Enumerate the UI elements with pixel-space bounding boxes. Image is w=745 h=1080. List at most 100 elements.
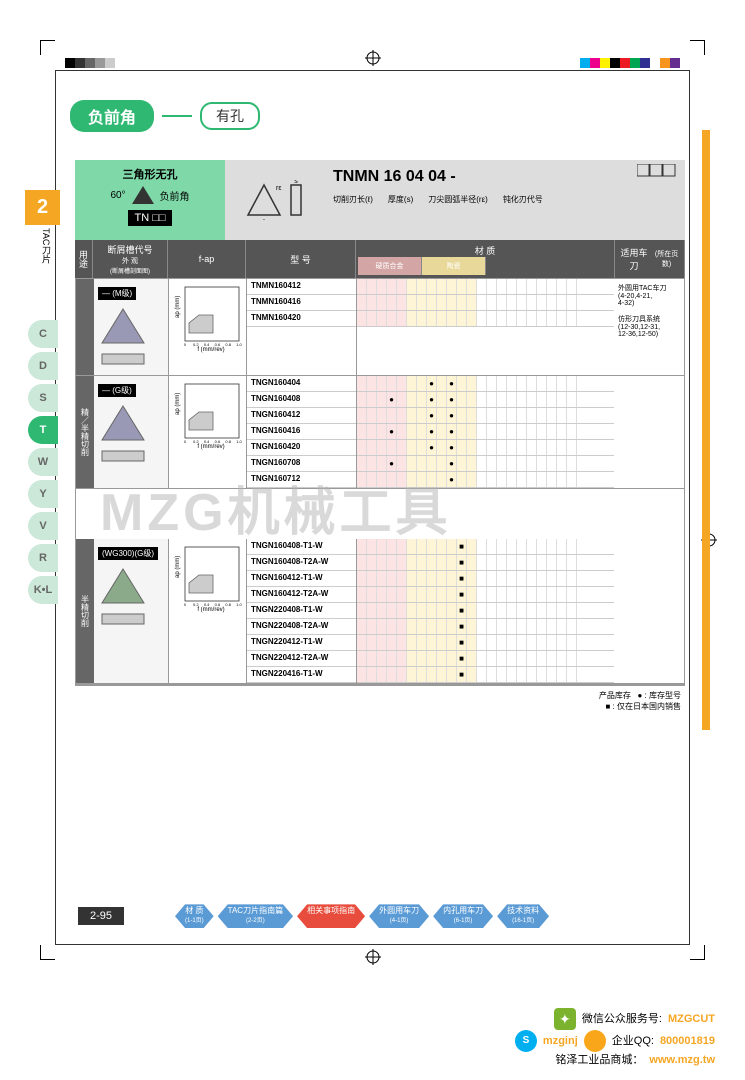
code-boxes-icon: [637, 164, 677, 178]
side-tab-k•l[interactable]: K•L: [28, 576, 58, 604]
nav-arrow[interactable]: 技术资料(16-1页): [497, 904, 549, 928]
th-material: 材 质 硬质合金陶瓷: [356, 240, 615, 278]
section-models: TNGN160408-T1-WTNGN160408-T2A-WTNGN16041…: [247, 539, 357, 683]
header-category: 负前角: [70, 100, 154, 132]
table-header: 用途 断屑槽代号 外 观 (断屑槽剖面图) f-ap 型 号 材 质 硬质合金陶…: [75, 240, 685, 278]
qq-label: 企业QQ:: [612, 1033, 654, 1051]
side-tabs: CDSTWYVR K•L: [28, 320, 58, 604]
side-tab-s[interactable]: S: [28, 384, 58, 412]
svg-text:1.0: 1.0: [236, 439, 242, 444]
color-bar-right: [580, 58, 680, 68]
nav-arrow[interactable]: 内孔用车刀(6-1页): [433, 904, 493, 928]
svg-text:0.2: 0.2: [193, 602, 199, 607]
wechat-label: 微信公众服务号:: [582, 1011, 662, 1029]
insert-shape-icon: [98, 402, 148, 444]
page-header: 负前角 有孔: [70, 100, 260, 132]
section-models: TNMN160412TNMN160416TNMN160420: [247, 279, 357, 375]
skype-id: mzginj: [543, 1033, 578, 1051]
fap-chart: ap (mm) f (mm/rev) 00.20.40.60.81.0: [173, 283, 243, 353]
table-section: 精／半精切削— (G级) ap (mm) f (mm/rev) 00.20.40…: [76, 376, 684, 489]
section-tool: [614, 376, 684, 488]
model-row: TNGN220408-T1-W: [247, 603, 356, 619]
skype-icon: S: [515, 1030, 537, 1052]
shape-title: 三角形无孔: [81, 166, 219, 182]
svg-text:ap (mm): ap (mm): [175, 296, 181, 318]
th-fap: f-ap: [168, 240, 246, 278]
side-tab-r[interactable]: R: [28, 544, 58, 572]
insert-shape-icon: [98, 565, 148, 607]
side-tab-t[interactable]: T: [28, 416, 58, 444]
svg-text:rε: rε: [276, 185, 281, 192]
svg-text:0.6: 0.6: [215, 342, 221, 347]
model-row: TNMN160412: [247, 279, 356, 295]
section-tool: 外圆用TAC车刀 (4-20,4-21, 4-32) 仿形刀具系统 (12-30…: [614, 279, 684, 375]
model-row: TNMN160420: [247, 311, 356, 327]
section-fap: ap (mm) f (mm/rev) 00.20.40.60.81.0: [169, 376, 247, 488]
th-tool: 适用车刀 (所在页数): [615, 240, 685, 278]
tac-label: TAC刀片: [40, 228, 53, 263]
model-row: TNGN220408-T2A-W: [247, 619, 356, 635]
svg-text:0.6: 0.6: [215, 439, 221, 444]
svg-text:s: s: [294, 180, 298, 185]
section-use: 精／半精切削: [76, 376, 94, 488]
header-subcategory: 有孔: [200, 102, 260, 130]
side-tab-d[interactable]: D: [28, 352, 58, 380]
model-row: TNGN160708: [247, 456, 356, 472]
section-use: [76, 279, 94, 375]
model-row: TNGN160712: [247, 472, 356, 488]
insert-side-icon: [98, 352, 148, 366]
triangle-icon: [130, 184, 156, 206]
section-models: TNGN160404TNGN160408TNGN160412TNGN160416…: [247, 376, 357, 488]
model-row: TNGN160412-T2A-W: [247, 587, 356, 603]
svg-text:0: 0: [184, 602, 187, 607]
model-row: TNMN160416: [247, 295, 356, 311]
insert-shape-icon: [98, 305, 148, 347]
side-tab-c[interactable]: C: [28, 320, 58, 348]
svg-text:0: 0: [184, 439, 187, 444]
side-diagram-icon: s: [288, 180, 306, 220]
svg-text:0: 0: [184, 342, 187, 347]
section-fap: ap (mm) f (mm/rev) 00.20.40.60.81.0: [169, 279, 247, 375]
svg-text:0.8: 0.8: [225, 602, 231, 607]
fap-chart: ap (mm) f (mm/rev) 00.20.40.60.81.0: [173, 543, 243, 613]
svg-text:f (mm/rev): f (mm/rev): [197, 347, 224, 353]
fap-chart: ap (mm) f (mm/rev) 00.20.40.60.81.0: [173, 380, 243, 450]
wechat-icon: ✦: [554, 1008, 576, 1030]
section-chip: — (G级): [94, 376, 169, 488]
nav-arrow[interactable]: TAC刀片指南篇(2-2页): [218, 904, 293, 928]
svg-text:f (mm/rev): f (mm/rev): [197, 607, 224, 613]
nav-arrows: 材 质(1-1页)TAC刀片指南篇(2-2页)相关事项指南外圆用车刀(4-1页)…: [175, 904, 549, 928]
nav-arrow[interactable]: 相关事项指南: [297, 904, 365, 928]
insert-side-icon: [98, 449, 148, 463]
model-row: TNGN220416-T1-W: [247, 667, 356, 683]
svg-text:ℓ: ℓ: [262, 219, 266, 220]
th-model: 型 号: [246, 240, 356, 278]
side-tab-w[interactable]: W: [28, 448, 58, 476]
footer: ✦ 微信公众服务号: MZGCUT S mzginj 企业QQ: 8000018…: [515, 1008, 715, 1070]
nav-arrow[interactable]: 外圆用车刀(4-1页): [369, 904, 429, 928]
registration-mark-icon: [365, 949, 381, 965]
triangle-diagram-icon: ℓ rε: [244, 180, 284, 220]
model-row: TNGN220412-T2A-W: [247, 651, 356, 667]
section-chip: (WG300)(G级): [94, 539, 169, 683]
orange-side-bar: [702, 130, 710, 730]
wechat-id: MZGCUT: [668, 1011, 715, 1029]
model-row: TNGN160420: [247, 440, 356, 456]
side-tab-y[interactable]: Y: [28, 480, 58, 508]
qq-icon: [584, 1030, 606, 1052]
qq-id: 800001819: [660, 1033, 715, 1051]
side-tab-v[interactable]: V: [28, 512, 58, 540]
svg-text:1.0: 1.0: [236, 602, 242, 607]
svg-text:ap (mm): ap (mm): [175, 556, 181, 578]
svg-text:0.2: 0.2: [193, 342, 199, 347]
param-labels: 切削刃长(ℓ)厚度(s)刀尖圆弧半径(rε)钝化刃代号: [333, 194, 677, 205]
registration-mark-icon: [365, 50, 381, 66]
section-material: ●●●●●●●●●●●●●●●: [357, 376, 614, 488]
color-bar-left: [65, 58, 115, 68]
model-row: TNGN160412-T1-W: [247, 571, 356, 587]
shape-info: 三角形无孔 60° 负前角 TN □□: [75, 160, 225, 240]
nav-arrow[interactable]: 材 质(1-1页): [175, 904, 214, 928]
shop-label: 铭泽工业品商城：: [555, 1052, 643, 1070]
shop-url[interactable]: www.mzg.tw: [649, 1052, 715, 1070]
model-row: TNGN160412: [247, 408, 356, 424]
